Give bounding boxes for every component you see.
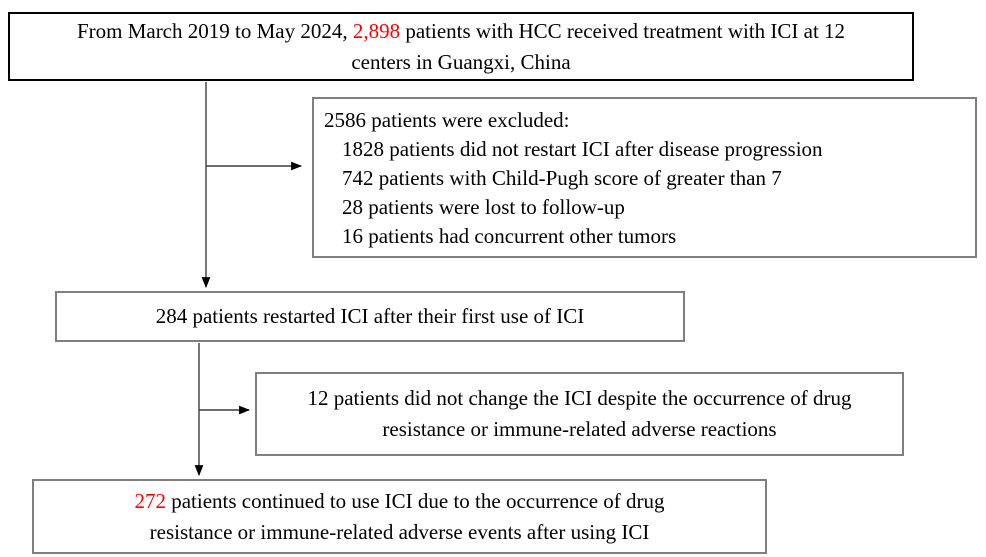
excluded-header: 2586 patients were excluded: (324, 108, 570, 132)
enrollment-line-2: centers in Guangxi, China (351, 49, 571, 74)
enrollment-line-1: From March 2019 to May 2024, 2,898 patie… (77, 16, 845, 47)
continued-text-after: patients continued to use ICI due to the… (165, 488, 665, 513)
enrollment-text-after: patients with HCC received treatment wit… (400, 18, 846, 43)
box-enrollment: From March 2019 to May 2024, 2,898 patie… (8, 12, 914, 81)
not-changed-line-2: resistance or immune-related adverse rea… (382, 417, 777, 441)
continued-count-highlight: 272 (134, 488, 166, 513)
excluded-item: 16 patients had concurrent other tumors (342, 224, 677, 248)
enrollment-count-highlight: 2,898 (352, 18, 401, 43)
box-excluded: 2586 patients were excluded: 1828 patien… (312, 97, 977, 258)
continued-line-2: resistance or immune-related adverse eve… (149, 519, 650, 544)
box-restarted: 284 patients restarted ICI after their f… (55, 291, 685, 342)
continued-line-1: 272 patients continued to use ICI due to… (134, 486, 664, 517)
excluded-item: 1828 patients did not restart ICI after … (342, 137, 823, 161)
box-not-changed: 12 patients did not change the ICI despi… (255, 372, 904, 456)
enrollment-text-before: From March 2019 to May 2024, (76, 18, 353, 43)
excluded-item: 742 patients with Child-Pugh score of gr… (342, 166, 782, 190)
restarted-text: 284 patients restarted ICI after their f… (155, 304, 585, 328)
box-continued: 272 patients continued to use ICI due to… (32, 479, 767, 554)
excluded-item: 28 patients were lost to follow-up (342, 195, 625, 219)
not-changed-line-1: 12 patients did not change the ICI despi… (307, 386, 852, 410)
